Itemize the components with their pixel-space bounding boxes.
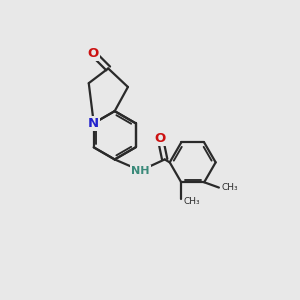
Text: N: N: [88, 117, 99, 130]
Text: O: O: [155, 132, 166, 145]
Text: CH₃: CH₃: [221, 183, 238, 192]
Text: NH: NH: [131, 166, 150, 176]
Text: O: O: [87, 46, 98, 60]
Text: CH₃: CH₃: [184, 197, 200, 206]
